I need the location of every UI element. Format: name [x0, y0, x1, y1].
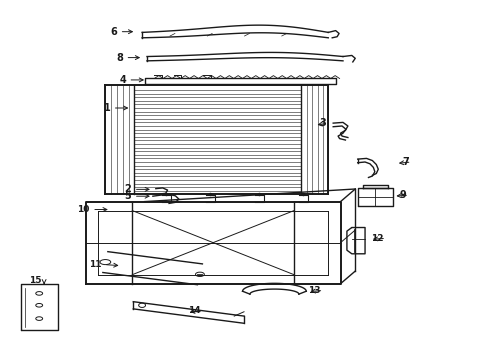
Text: 13: 13 — [308, 286, 321, 295]
Text: 1: 1 — [103, 103, 110, 113]
Text: 2: 2 — [124, 184, 131, 194]
Text: 15: 15 — [29, 276, 42, 285]
Text: 5: 5 — [124, 191, 131, 201]
Text: 3: 3 — [319, 118, 326, 128]
Text: 12: 12 — [371, 234, 384, 243]
Text: 8: 8 — [116, 53, 123, 63]
Text: 7: 7 — [402, 157, 409, 167]
Text: 10: 10 — [77, 205, 90, 214]
Text: 14: 14 — [188, 306, 201, 315]
Text: 9: 9 — [400, 190, 407, 200]
Text: 11: 11 — [89, 260, 101, 269]
Text: 4: 4 — [119, 75, 126, 85]
Text: 6: 6 — [110, 27, 117, 37]
